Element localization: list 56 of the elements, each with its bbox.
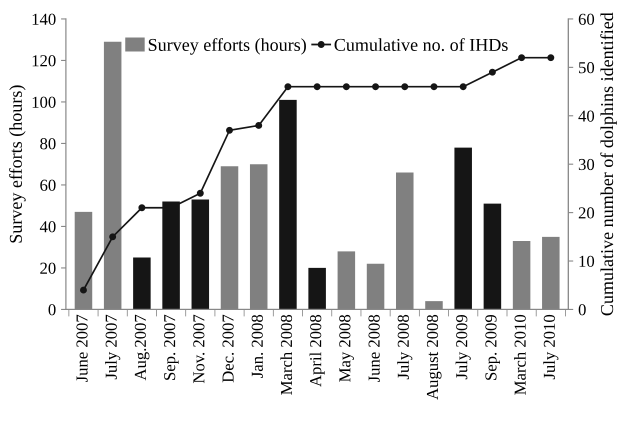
y2-tick-label: 50 xyxy=(579,62,594,74)
point xyxy=(430,83,438,90)
point xyxy=(547,54,554,62)
point xyxy=(401,83,408,90)
y-tick-label: 120 xyxy=(32,55,56,66)
y-tick-label: 100 xyxy=(32,96,56,108)
point xyxy=(488,68,496,76)
x-tick-label: May 2008 xyxy=(339,314,354,382)
bar xyxy=(454,148,472,310)
y2-tick-label: 0 xyxy=(578,304,586,316)
point xyxy=(226,126,233,134)
y-axis-title: Survey efforts (hours) xyxy=(9,85,26,243)
point xyxy=(518,54,526,62)
point xyxy=(138,204,146,212)
point xyxy=(80,286,87,294)
x-tick-label: Aug.2007 xyxy=(134,314,150,380)
point xyxy=(255,122,262,129)
x-tick-label: June 2007 xyxy=(76,314,88,382)
x-tick-label: Dec. 2007 xyxy=(222,314,234,382)
x-tick-label: July 2008 xyxy=(397,314,412,380)
x-tick-label: August 2008 xyxy=(426,314,442,400)
point xyxy=(342,83,350,90)
bar xyxy=(133,258,151,310)
y2-tick-label: 10 xyxy=(580,256,594,267)
x-tick-label: Sep. 2009 xyxy=(485,314,500,380)
x-tick-label: April 2008 xyxy=(310,314,325,387)
y2-tick-label: 30 xyxy=(578,158,594,170)
y-tick-label: 20 xyxy=(40,262,56,274)
x-tick-label: July 2009 xyxy=(456,314,471,380)
legend-label: Survey efforts (hours) xyxy=(148,38,306,55)
x-tick-label: Jan. 2008 xyxy=(252,314,263,378)
x-tick-label: March 2010 xyxy=(514,314,526,395)
legend-label: Cumulative no. of IHDs xyxy=(334,38,508,52)
point xyxy=(460,83,467,90)
y-tick-label: 140 xyxy=(32,14,56,25)
y-tick-label: 0 xyxy=(48,304,56,316)
x-tick-label: July 2010 xyxy=(543,314,558,380)
y-tick-label: 80 xyxy=(40,138,56,150)
bar xyxy=(484,204,502,310)
y-tick-label: 60 xyxy=(40,180,56,191)
point xyxy=(284,83,292,90)
y2-tick-label: 60 xyxy=(578,14,594,25)
x-tick-label: Nov. 2007 xyxy=(193,314,205,384)
y2-tick-label: 40 xyxy=(578,110,594,122)
x-tick-label: June 2008 xyxy=(368,314,380,382)
point xyxy=(372,83,380,90)
y2-axis-title: Cumulative number of dolphins identified xyxy=(600,12,617,316)
point xyxy=(196,190,204,197)
bar xyxy=(308,268,326,310)
y2-tick-label: 20 xyxy=(578,207,594,219)
y-tick-label: 40 xyxy=(40,221,56,232)
x-tick-label: Sep. 2007 xyxy=(164,314,179,380)
point xyxy=(109,233,116,240)
x-tick-label: March 2008 xyxy=(280,314,292,395)
x-tick-label: July 2007 xyxy=(105,314,120,380)
point xyxy=(314,83,321,90)
